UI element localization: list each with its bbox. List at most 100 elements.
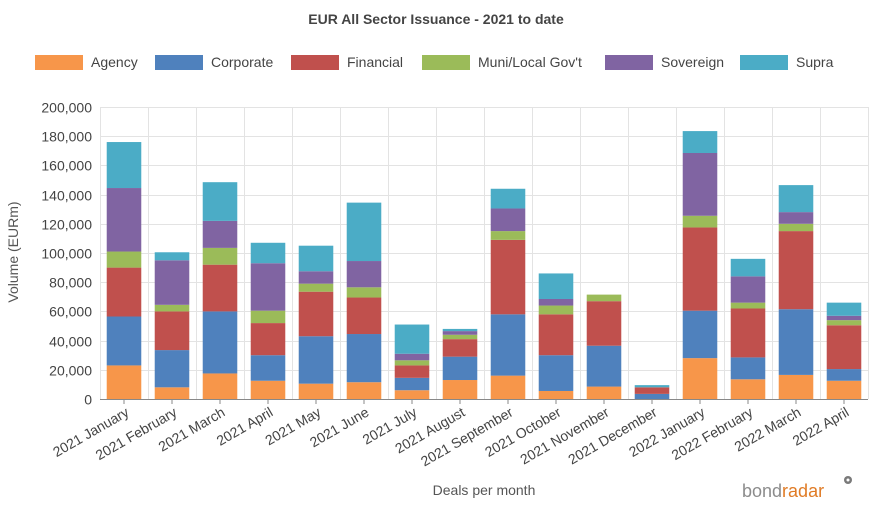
bar-segment (298, 283, 334, 292)
bar-segment (346, 261, 382, 288)
bar-segment (346, 287, 382, 298)
bar-segment (106, 142, 142, 189)
bar-segment (826, 302, 862, 316)
bar-segment (442, 328, 478, 332)
logo-text-bond: bond (742, 481, 782, 501)
logo-dot-inner-icon (846, 478, 850, 482)
bars (106, 131, 862, 399)
bar-segment (394, 390, 430, 399)
bar-segment (346, 334, 382, 383)
bar-segment (346, 297, 382, 335)
bar-segment (298, 336, 334, 384)
bar-segment (826, 380, 862, 399)
bar-segment (394, 353, 430, 361)
bar-segment (490, 239, 526, 315)
logo-text-radar: radar (782, 481, 824, 501)
bar-segment (298, 245, 334, 272)
legend-label: Supra (796, 54, 834, 70)
y-tick-label: 200,000 (41, 100, 92, 116)
bar-segment (202, 373, 238, 399)
bar-segment (538, 273, 574, 299)
bar-segment (778, 223, 814, 232)
bar-segment (682, 227, 718, 311)
bar-segment (154, 304, 190, 312)
y-tick-label: 60,000 (49, 304, 92, 320)
bar-segment (490, 208, 526, 232)
bar-segment (442, 334, 478, 340)
bar-segment (538, 305, 574, 315)
bar-segment (778, 185, 814, 213)
legend-label: Financial (347, 54, 403, 70)
legend-label: Corporate (211, 54, 273, 70)
x-axis-title: Deals per month (433, 482, 536, 498)
bar-segment (682, 310, 718, 359)
bar-segment (298, 271, 334, 284)
bar-segment (634, 387, 670, 394)
bar-segment (394, 324, 430, 354)
legend-swatch (605, 55, 653, 70)
legend-label: Sovereign (661, 54, 724, 70)
bar-segment (154, 311, 190, 351)
bar-segment (826, 315, 862, 321)
bar-segment (106, 251, 142, 268)
legend-label: Muni/Local Gov't (478, 54, 582, 70)
bar-segment (634, 385, 670, 388)
bar-segment (442, 339, 478, 357)
bar-segment (490, 188, 526, 209)
bar-segment (250, 355, 286, 381)
bar-segment (730, 357, 766, 380)
bondradar-logo: bondradar (742, 476, 852, 501)
bar-segment (202, 311, 238, 374)
bar-segment (538, 390, 574, 399)
bar-segment (778, 374, 814, 399)
bar-segment (298, 291, 334, 337)
bar-segment (250, 310, 286, 324)
y-axis-ticks: 0 20,000 40,000 60,000 80,000 100,000 120,000 1… (41, 100, 92, 408)
bar-segment (682, 152, 718, 216)
bar-segment (202, 247, 238, 265)
bar-segment (346, 382, 382, 399)
legend-swatch (740, 55, 788, 70)
legend-swatch (422, 55, 470, 70)
y-tick-label: 120,000 (41, 217, 92, 233)
y-axis-title: Volume (EURm) (5, 201, 21, 302)
chart-title: EUR All Sector Issuance - 2021 to date (308, 11, 564, 27)
bar-segment (154, 260, 190, 305)
y-tick-label: 180,000 (41, 129, 92, 145)
legend: Agency Corporate Financial Muni/Local Gov't… (35, 54, 834, 70)
bar-segment (394, 377, 430, 391)
bar-segment (586, 345, 622, 387)
bar-segment (538, 314, 574, 356)
bar-segment (250, 323, 286, 356)
bar-segment (106, 316, 142, 366)
bar-segment (826, 369, 862, 381)
bar-segment (106, 267, 142, 317)
legend-label: Agency (91, 54, 138, 70)
bar-segment (538, 298, 574, 306)
y-tick-label: 80,000 (49, 275, 92, 291)
bar-segment (682, 215, 718, 228)
y-tick-label: 0 (84, 392, 92, 408)
bar-segment (250, 380, 286, 399)
bar-segment (298, 383, 334, 399)
bar-segment (586, 386, 622, 399)
bar-segment (682, 358, 718, 399)
bar-segment (202, 182, 238, 221)
bar-segment (730, 276, 766, 303)
bar-segment (154, 387, 190, 399)
bar-segment (202, 264, 238, 312)
legend-swatch (35, 55, 83, 70)
bar-segment (346, 202, 382, 262)
y-tick-label: 140,000 (41, 188, 92, 204)
y-tick-label: 160,000 (41, 158, 92, 174)
bar-segment (730, 302, 766, 309)
bar-segment (778, 231, 814, 310)
bar-segment (442, 331, 478, 335)
bar-segment (250, 242, 286, 264)
bar-segment (250, 263, 286, 311)
y-tick-label: 20,000 (49, 363, 92, 379)
bar-segment (490, 231, 526, 240)
bar-segment (490, 314, 526, 376)
bar-segment (490, 375, 526, 399)
